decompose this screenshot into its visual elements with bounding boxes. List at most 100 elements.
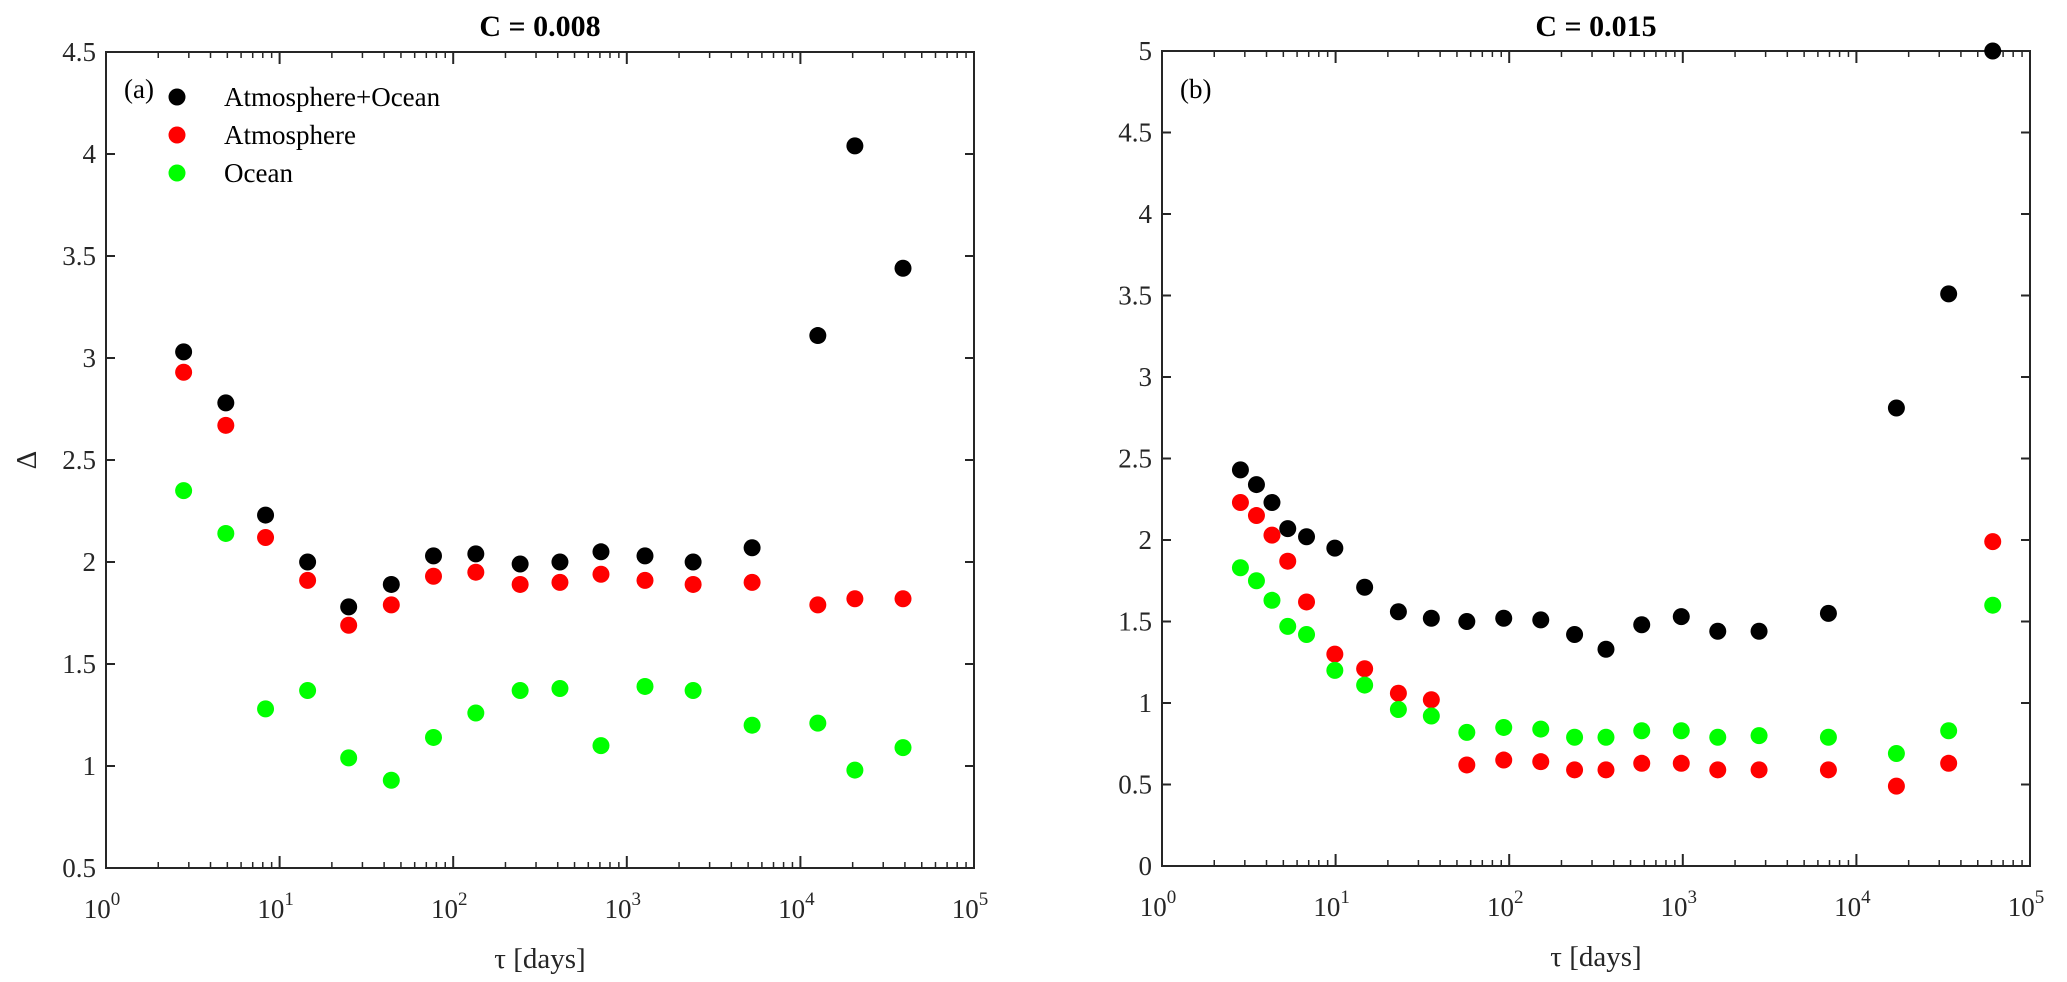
data-point [1940,754,1958,772]
y-tick-label: 4 [83,139,97,169]
data-point [1326,539,1344,557]
data-point [299,553,317,571]
data-point [511,575,529,593]
data-point [551,679,569,697]
data-point [1940,285,1958,303]
data-point [1984,596,2002,614]
data-point [467,563,485,581]
data-point [1566,761,1584,779]
data-point [257,529,275,547]
y-tick-label: 4.5 [1118,118,1152,148]
data-point [1750,761,1768,779]
data-point [1597,640,1615,658]
data-point [1279,520,1297,538]
data-point [424,547,442,565]
y-tick-label: 4.5 [62,37,96,67]
data-point [743,716,761,734]
panel-b: 0 0.5 1 1.5 2 2.5 3 3.5 4 4.5 5 100 101 102 103 104 105 τ… [1118,10,2044,973]
data-point [592,543,610,561]
series-atmosphere-ocean [175,137,912,616]
legend-label: Ocean [224,158,293,188]
data-point [684,553,702,571]
y-tick-label: 2 [1139,525,1153,555]
data-point [299,571,317,589]
data-point [1819,761,1837,779]
data-point [382,575,400,593]
y-tick-label: 1.5 [62,649,96,679]
data-point [511,682,529,700]
data-point [684,682,702,700]
data-point [1495,609,1513,627]
data-point [551,553,569,571]
data-point [1298,593,1316,611]
data-point [257,506,275,524]
y-tick-label: 0 [1139,851,1153,881]
x-tick-label: 100 [84,889,121,924]
data-point [1672,608,1690,626]
data-point [257,700,275,718]
data-point [846,137,864,155]
data-point [217,394,235,412]
series-atmosphere [175,363,912,634]
x-tick-label: 101 [257,889,294,924]
data-point [1279,552,1297,570]
data-point [1458,756,1476,774]
legend-marker [168,126,186,144]
x-tick-label: 103 [1661,887,1698,922]
data-point [894,590,912,608]
data-point [175,482,193,500]
data-point [1495,751,1513,769]
data-point [1633,754,1651,772]
data-point [636,547,654,565]
y-tick-label: 2.5 [1118,444,1152,474]
data-point [1532,611,1550,629]
data-point [1566,626,1584,644]
data-point [1495,718,1513,736]
data-point [809,327,827,345]
data-point [1356,676,1374,694]
data-point [1597,761,1615,779]
data-point [1231,461,1249,479]
x-tick-label: 104 [778,889,815,924]
data-point [809,714,827,732]
x-axis-label: τ [days] [494,943,585,975]
data-point [1356,578,1374,596]
data-point [1263,494,1281,512]
legend-label: Atmosphere+Ocean [224,82,441,112]
data-point [340,749,358,767]
data-point [1819,604,1837,622]
y-tick-label: 5 [1139,36,1153,66]
data-point [467,545,485,563]
data-point [1532,720,1550,738]
panel-label: (b) [1180,74,1211,104]
data-point [1672,722,1690,740]
panel-a: 0.5 1 1.5 2 2.5 3 3.5 4 4.5 100 101 102 103 104 105 τ [… [11,10,988,975]
data-point [175,363,193,381]
data-point [1247,572,1265,590]
data-point [1633,722,1651,740]
series-0 [1231,42,2002,658]
y-tick-label: 2 [83,547,97,577]
data-point [217,416,235,434]
series-1 [1231,494,2002,795]
data-point [1422,707,1440,725]
y-axis-label: Δ [11,451,43,470]
y-tick-label: 3.5 [62,241,96,271]
data-point [175,343,193,361]
data-point [1458,723,1476,741]
data-point [1326,645,1344,663]
data-point [1597,728,1615,746]
data-point [1263,526,1281,544]
data-point [846,761,864,779]
y-tick-label: 3 [1139,362,1153,392]
y-tick-label: 1 [1139,688,1153,718]
data-point [636,677,654,695]
y-tick-label: 1.5 [1118,607,1152,637]
x-tick-label: 102 [1487,887,1524,922]
data-point [1709,622,1727,640]
data-point [1263,591,1281,609]
panel-title: C = 0.015 [1535,10,1656,43]
x-tick-label: 102 [431,889,468,924]
data-point [1984,533,2002,551]
